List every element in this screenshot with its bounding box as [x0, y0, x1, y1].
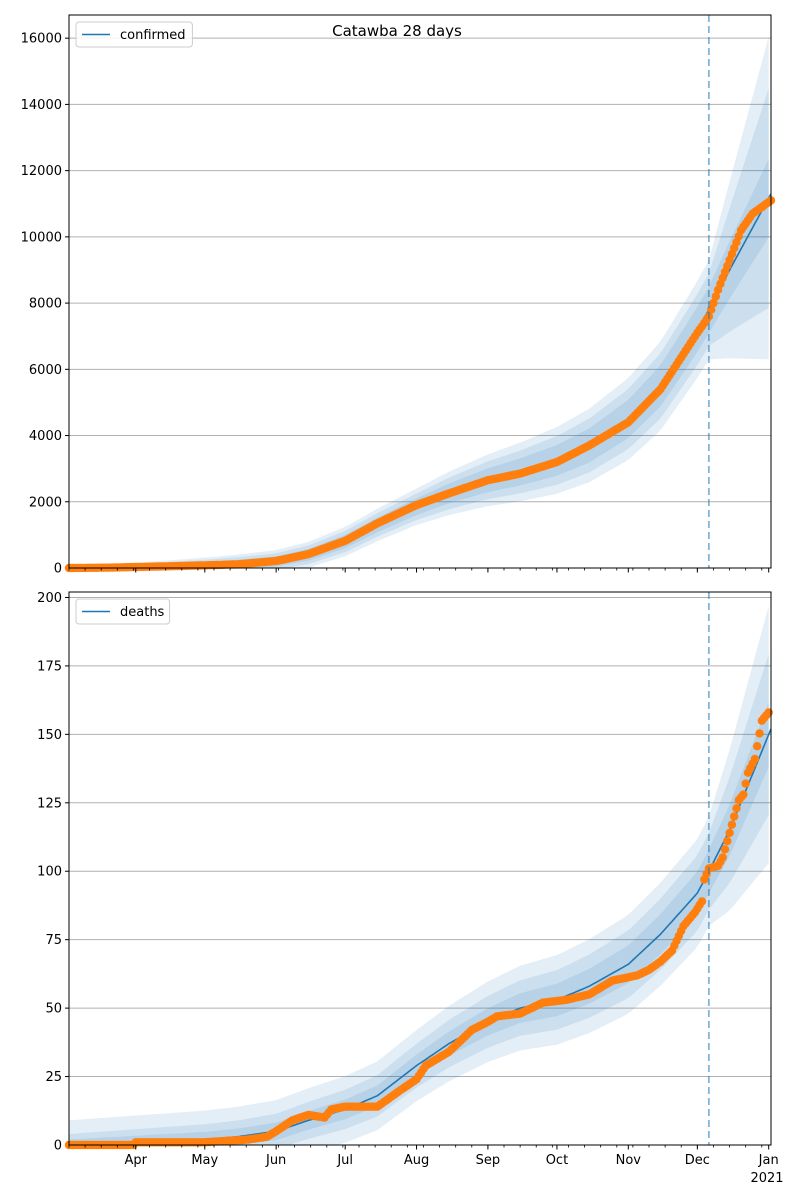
observed-point	[750, 754, 760, 764]
observed-point	[718, 853, 727, 862]
chart-title: Catawba 28 days	[332, 22, 462, 40]
x-tick-label: Nov	[616, 1153, 642, 1168]
x-tick-label: Jan	[758, 1153, 779, 1168]
y-tick-label: 25	[45, 1070, 62, 1085]
observed-point	[755, 729, 764, 738]
observed-point	[753, 742, 762, 751]
y-tick-label: 150	[37, 728, 62, 743]
legend: deaths	[75, 598, 171, 625]
x-tick-label: Aug	[404, 1153, 429, 1168]
observed-point	[741, 779, 750, 788]
y-tick-label: 50	[45, 1002, 62, 1017]
year-label: 2021	[750, 1171, 783, 1186]
legend: confirmed	[75, 21, 193, 48]
y-tick-label: 100	[37, 865, 62, 880]
x-tick-label: Jul	[336, 1153, 353, 1168]
y-tick-label: 16000	[21, 32, 62, 47]
y-tick-label: 12000	[21, 164, 62, 179]
y-tick-label: 10000	[21, 230, 62, 245]
y-tick-label: 2000	[29, 495, 62, 510]
y-tick-label: 6000	[29, 363, 62, 378]
x-tick-label: Sep	[476, 1153, 501, 1168]
y-tick-label: 175	[37, 659, 62, 674]
legend-box	[75, 21, 193, 48]
axes-frame	[68, 591, 772, 1146]
observed-point	[727, 820, 737, 829]
legend-label: deaths	[120, 605, 165, 620]
confirmed-panel: 0 2000 4000 6000 8000 10000 12000 14000 16000 con…	[21, 14, 776, 577]
y-tick-label: 125	[37, 796, 62, 811]
uncertainty-band	[69, 88, 769, 569]
uncertainty-band	[69, 36, 769, 569]
y-tick-label: 75	[45, 933, 62, 948]
y-tick-label: 200	[37, 591, 62, 606]
x-tick-label: Oct	[546, 1153, 568, 1168]
y-tick-label: 8000	[29, 297, 62, 312]
x-tick-label: Jun	[265, 1153, 286, 1168]
legend-label: confirmed	[120, 28, 186, 43]
observed-point	[697, 897, 707, 906]
x-tick-label: Dec	[685, 1153, 710, 1168]
observed-point	[730, 812, 739, 821]
observed-point	[732, 804, 741, 813]
observed-point	[720, 845, 730, 854]
x-tick-label: May	[191, 1153, 218, 1168]
uncertainty-band	[69, 654, 769, 1145]
x-tick-label: Apr	[124, 1153, 147, 1168]
legend-box	[75, 598, 171, 625]
observed-point	[723, 836, 732, 846]
axes-frame	[68, 14, 772, 569]
y-tick-label: 0	[54, 1139, 62, 1154]
deaths-panel: 0 25 50 75 100 125 150 175 200 Apr May Jun Jul Aug Sep…	[37, 591, 779, 1168]
uncertainty-band	[69, 702, 769, 1145]
observed-point	[711, 292, 720, 301]
observed-point	[739, 790, 748, 799]
observed-point	[709, 298, 718, 308]
y-tick-label: 14000	[21, 98, 62, 113]
y-tick-label: 0	[54, 562, 62, 577]
uncertainty-band	[69, 605, 769, 1145]
observed-point	[764, 708, 773, 717]
y-tick-label: 4000	[29, 429, 62, 444]
observed-point	[725, 828, 734, 838]
